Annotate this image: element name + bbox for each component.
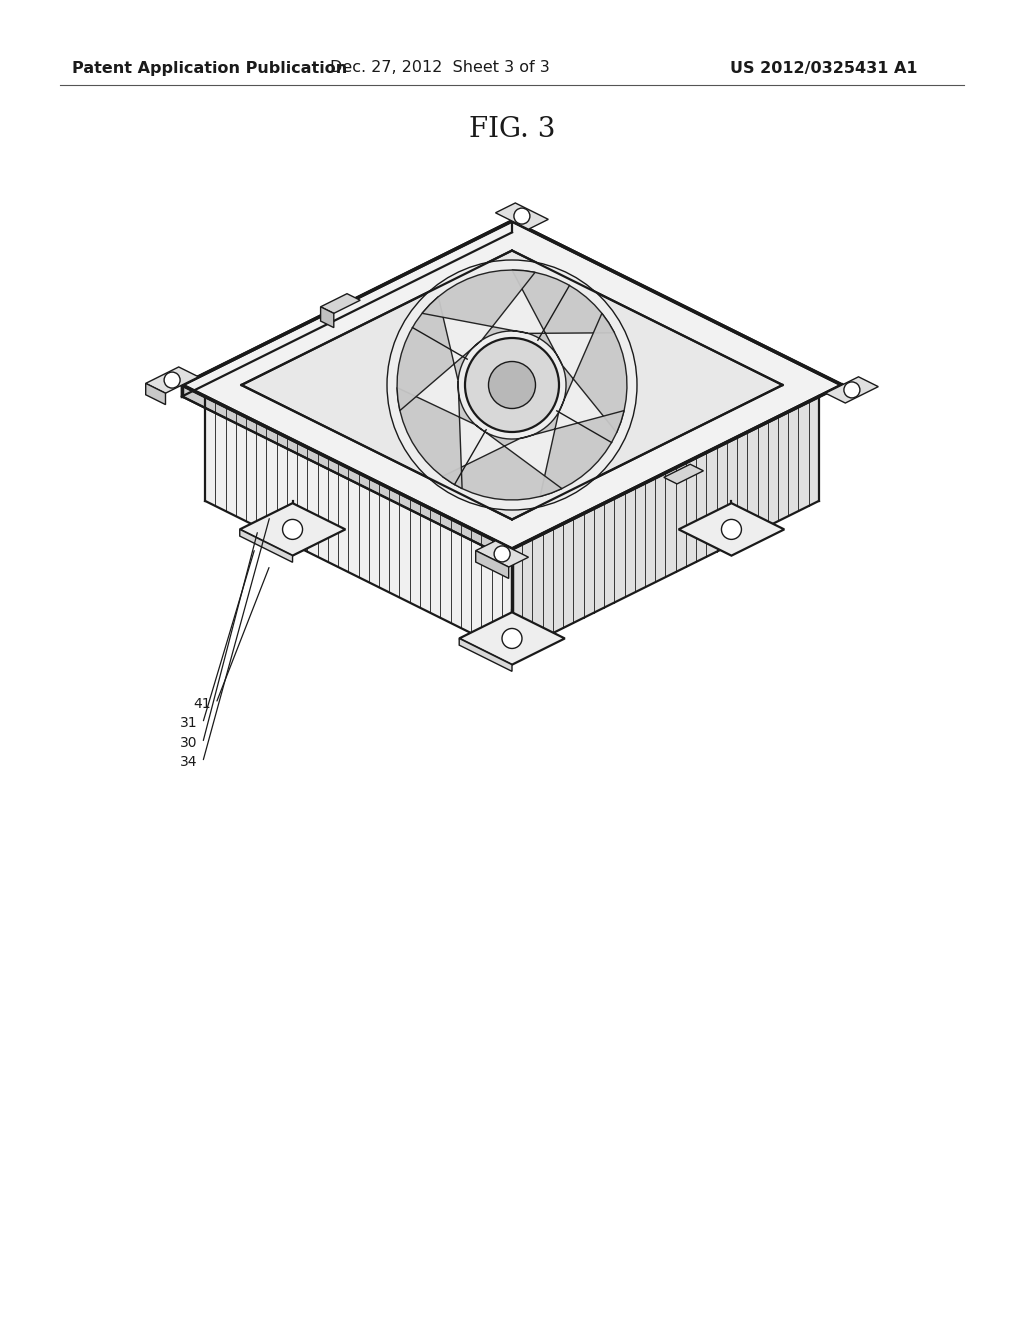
Circle shape — [495, 546, 510, 562]
Polygon shape — [679, 503, 784, 556]
Circle shape — [502, 628, 522, 648]
Polygon shape — [825, 376, 879, 403]
Polygon shape — [321, 306, 334, 327]
Polygon shape — [476, 550, 509, 578]
Polygon shape — [182, 220, 842, 549]
Text: Dec. 27, 2012  Sheet 3 of 3: Dec. 27, 2012 Sheet 3 of 3 — [330, 61, 550, 75]
Circle shape — [844, 381, 860, 397]
Polygon shape — [476, 541, 528, 568]
Polygon shape — [397, 297, 481, 411]
Polygon shape — [321, 293, 360, 313]
Text: US 2012/0325431 A1: US 2012/0325431 A1 — [730, 61, 918, 75]
Circle shape — [514, 209, 529, 224]
Polygon shape — [459, 395, 565, 446]
Polygon shape — [422, 271, 536, 341]
Circle shape — [427, 312, 597, 482]
Polygon shape — [145, 367, 199, 393]
Text: Patent Application Publication: Patent Application Publication — [72, 61, 347, 75]
Polygon shape — [145, 383, 166, 405]
Polygon shape — [397, 380, 475, 488]
Polygon shape — [512, 396, 819, 653]
Text: FIG. 3: FIG. 3 — [469, 116, 555, 143]
Text: 41: 41 — [194, 697, 211, 710]
Polygon shape — [205, 396, 512, 653]
Polygon shape — [496, 203, 548, 230]
Polygon shape — [442, 425, 562, 500]
Circle shape — [283, 519, 302, 540]
Circle shape — [502, 411, 522, 430]
Polygon shape — [559, 313, 627, 433]
Text: 31: 31 — [180, 717, 198, 730]
Polygon shape — [664, 465, 703, 484]
Circle shape — [387, 260, 637, 510]
Polygon shape — [240, 503, 345, 556]
Polygon shape — [520, 411, 624, 496]
Circle shape — [488, 362, 536, 408]
Circle shape — [722, 519, 741, 540]
Polygon shape — [459, 612, 565, 665]
Polygon shape — [240, 529, 293, 562]
Polygon shape — [182, 385, 512, 561]
Circle shape — [164, 372, 180, 388]
Text: 34: 34 — [180, 755, 198, 770]
Circle shape — [465, 338, 559, 432]
Text: 30: 30 — [180, 737, 198, 750]
Polygon shape — [459, 639, 512, 672]
Polygon shape — [242, 251, 782, 520]
Polygon shape — [182, 220, 512, 396]
Polygon shape — [205, 244, 819, 549]
Polygon shape — [512, 271, 614, 366]
